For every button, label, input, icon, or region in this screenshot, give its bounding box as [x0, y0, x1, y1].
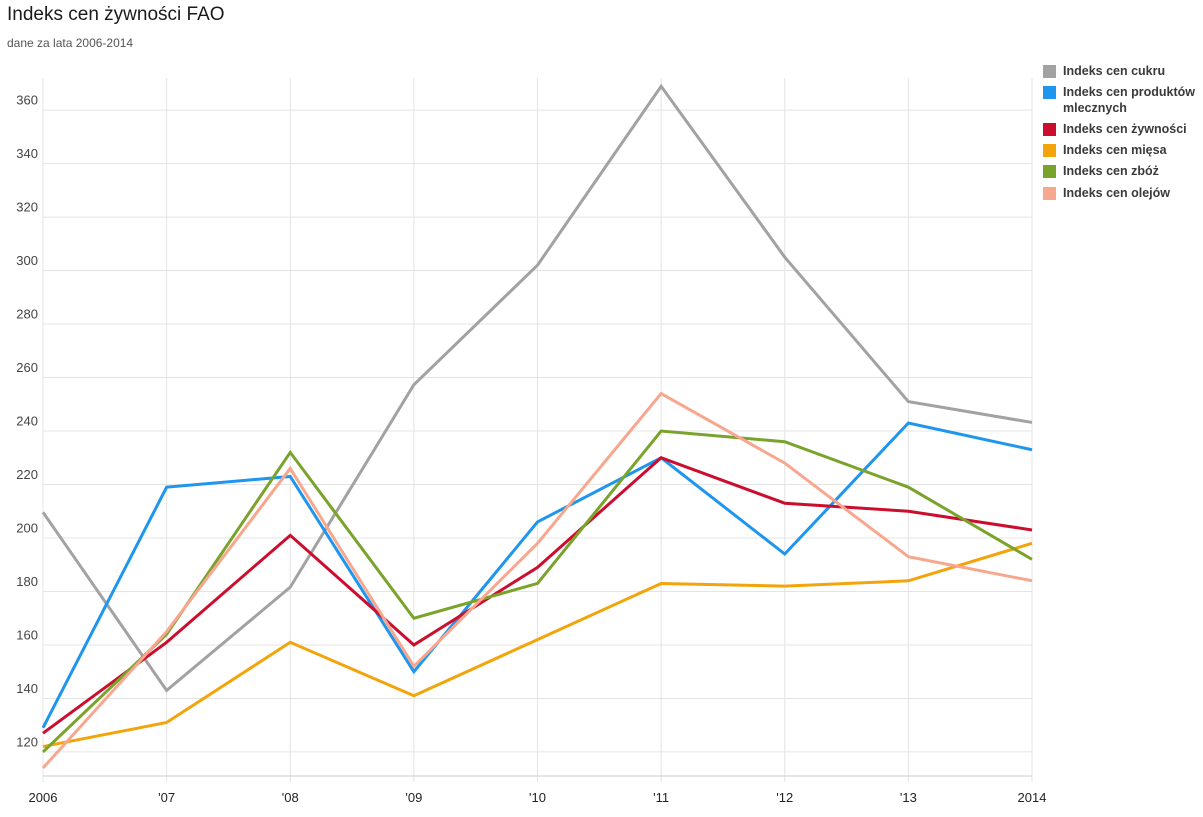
series-line-4 — [42, 541, 1033, 749]
gridlines — [42, 78, 1033, 782]
y-tick-label: 260 — [16, 360, 38, 375]
x-tick-label: '13 — [900, 790, 917, 805]
y-tick-label: 300 — [16, 253, 38, 268]
legend-item-6: Indeks cen olejów — [1043, 186, 1201, 201]
series-line-1 — [41, 83, 1033, 693]
y-tick-label: 180 — [16, 574, 38, 589]
x-tick-label: '07 — [158, 790, 175, 805]
legend-swatch-icon — [1043, 165, 1056, 179]
series-line-5 — [41, 429, 1033, 754]
legend-item-2: Indeks cen produktów mlecznych — [1043, 85, 1201, 116]
legend-item-5: Indeks cen zbóż — [1043, 164, 1201, 179]
y-tick-label: 160 — [16, 627, 38, 642]
legend-label: Indeks cen mięsa — [1063, 143, 1167, 157]
y-tick-label: 220 — [16, 467, 38, 482]
series-lines — [41, 83, 1033, 769]
chart-legend: Indeks cen cukru Indeks cen produktów mle… — [1043, 64, 1201, 201]
x-tick-label: 2006 — [29, 790, 58, 805]
legend-item-1: Indeks cen cukru — [1043, 64, 1201, 79]
y-axis-labels: 120 140 160 180 200 220 240 260 280 300 320 340 360 — [16, 93, 38, 750]
y-tick-label: 280 — [16, 306, 38, 321]
legend-label: Indeks cen zbóż — [1063, 164, 1159, 179]
legend-item-3: Indeks cen żywności — [1043, 122, 1201, 137]
y-tick-label: 240 — [16, 413, 38, 428]
legend-swatch-icon — [1043, 122, 1056, 136]
y-tick-label: 120 — [16, 734, 38, 749]
legend-swatch-icon — [1043, 65, 1056, 78]
legend-label: Indeks cen żywności — [1063, 121, 1187, 136]
legend-label: Indeks cen olejów — [1063, 185, 1170, 200]
series-line-2 — [41, 421, 1033, 729]
x-axis-labels: 2006 '07 '08 '09 '10 '11 '12 '13 2014 — [29, 790, 1047, 805]
legend-item-4: Indeks cen mięsa — [1043, 143, 1201, 158]
x-tick-label: '12 — [776, 790, 793, 805]
y-tick-label: 360 — [16, 93, 38, 108]
chart-title: Indeks cen żywności FAO — [7, 4, 225, 25]
x-tick-label: '09 — [405, 790, 422, 805]
y-tick-label: 340 — [16, 146, 38, 161]
chart-subtitle: dane za lata 2006-2014 — [7, 36, 134, 50]
series-line-3 — [42, 456, 1033, 735]
legend-swatch-icon — [1043, 144, 1056, 157]
series-line-6 — [41, 391, 1033, 769]
x-tick-label: 2014 — [1018, 790, 1047, 805]
y-tick-label: 140 — [16, 681, 38, 696]
x-tick-label: '11 — [653, 790, 669, 805]
y-tick-label: 320 — [16, 200, 38, 215]
x-tick-label: '10 — [529, 790, 546, 805]
legend-swatch-icon — [1043, 86, 1056, 100]
legend-label: Indeks cen produktów mlecznych — [1063, 85, 1195, 115]
legend-swatch-icon — [1043, 186, 1056, 200]
legend-label: Indeks cen cukru — [1063, 64, 1166, 78]
x-tick-label: '08 — [282, 790, 299, 805]
y-tick-label: 200 — [16, 520, 38, 535]
